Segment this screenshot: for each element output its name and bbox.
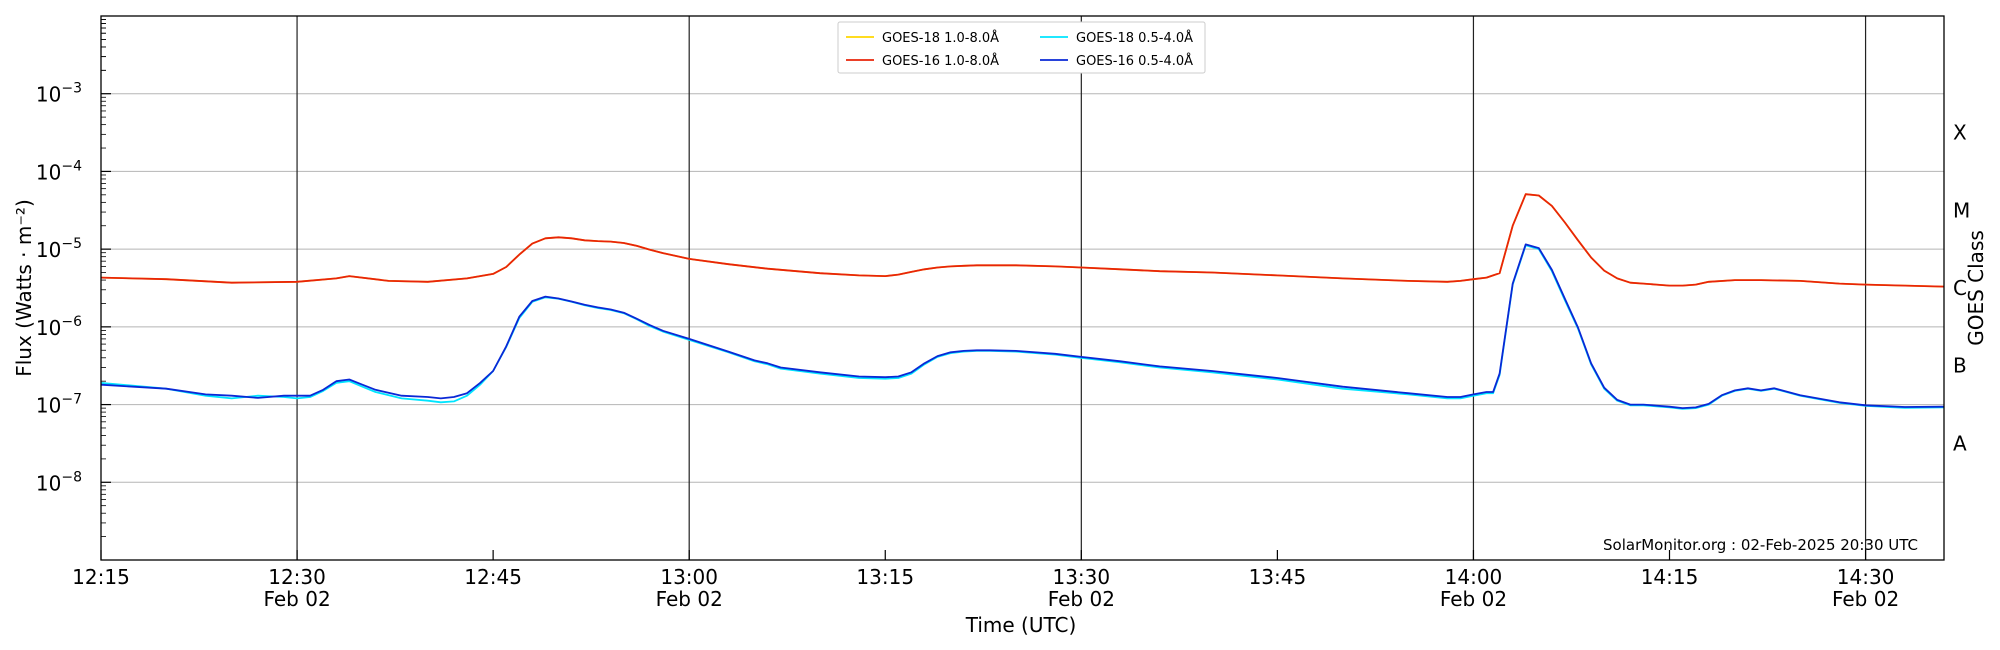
x-tick-label: 14:15 [1641,565,1699,589]
x-tick-label: 14:00 [1445,565,1503,589]
right-axis-title: GOES Class [1964,230,1988,346]
x-tick-date-label: Feb 02 [1048,587,1115,611]
goes-class-label: M [1953,198,1970,222]
x-tick-date-label: Feb 02 [1832,587,1899,611]
day-boundary-lines [296,16,1867,560]
grid-lines [101,93,1944,483]
legend-label: GOES-18 1.0-8.0Å [882,30,999,46]
y-tick-label: 10−7 [36,392,82,418]
y-axis-title: Flux (Watts · m⁻²) [12,199,36,377]
legend-box [837,21,1206,74]
credit-text: SolarMonitor.org : 02-Feb-2025 20:30 UTC [1603,536,1918,554]
x-tick-label: 13:00 [660,565,718,589]
x-tick-date-label: Feb 02 [1440,587,1507,611]
x-tick-label: 12:15 [72,565,130,589]
y-tick-label: 10−5 [36,236,82,262]
legend: GOES-18 1.0-8.0Å GOES-16 1.0-8.0Å GOES-18 … [837,21,1206,74]
x-tick-label: 12:45 [464,565,522,589]
series-line-4 [101,243,1944,410]
x-axis-title: Time (UTC) [965,613,1077,637]
y-tick-label: 10−8 [36,469,82,495]
goes-class-label: B [1953,354,1967,378]
x-tick-label: 13:30 [1052,565,1110,589]
legend-label: GOES-18 0.5-4.0Å [1076,30,1193,46]
series-line-2 [101,193,1944,288]
x-tick-label: 13:15 [856,565,914,589]
goes-class-label: C [1953,276,1967,300]
x-tick-date-label: Feb 02 [656,587,723,611]
x-tick-label: 13:45 [1249,565,1307,589]
goes-class-label: A [1953,431,1967,455]
x-tick-label: 12:30 [268,565,326,589]
plot-frame [100,15,1945,561]
legend-label: GOES-16 1.0-8.0Å [882,53,999,69]
y-tick-label: 10−4 [36,158,82,184]
y-tick-label: 10−3 [36,81,82,107]
goes-class-label: X [1953,121,1967,145]
series-lines [101,193,1944,410]
x-tick-label: 14:30 [1837,565,1895,589]
legend-label: GOES-16 0.5-4.0Å [1076,53,1193,69]
y-tick-label: 10−6 [36,314,82,340]
x-tick-date-label: Feb 02 [263,587,330,611]
